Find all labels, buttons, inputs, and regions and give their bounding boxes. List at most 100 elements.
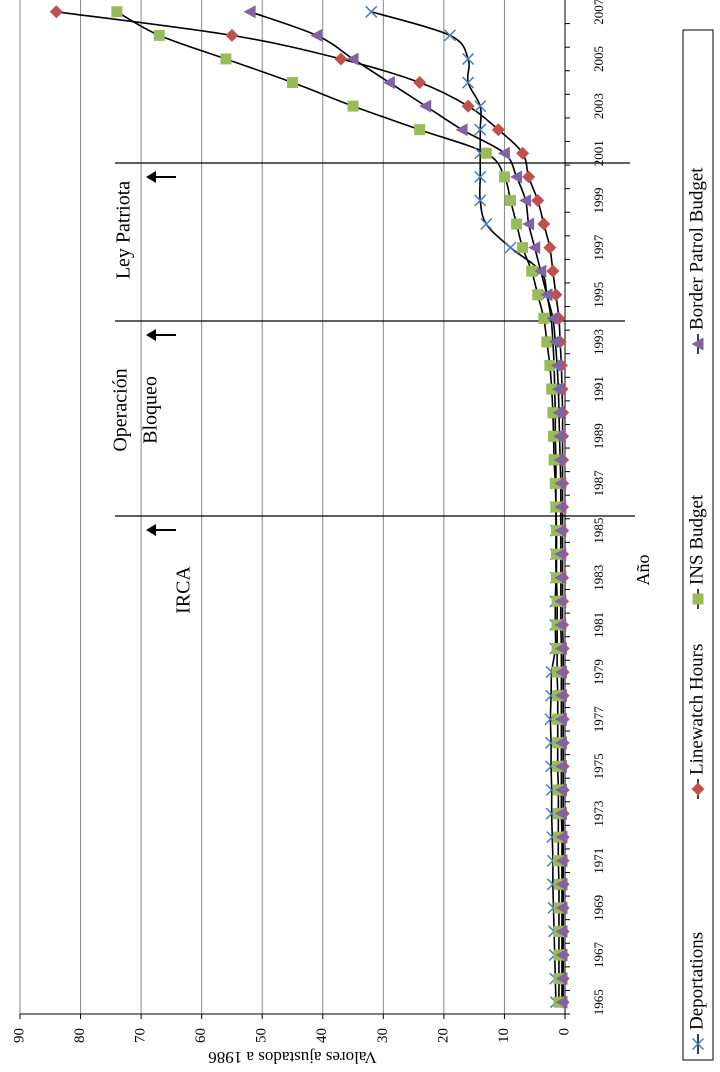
annotation: Ley Patriota xyxy=(113,181,135,279)
point xyxy=(544,360,556,372)
point xyxy=(531,193,545,207)
x-axis-title: Año xyxy=(633,555,653,586)
point xyxy=(474,170,487,183)
point xyxy=(553,453,566,467)
point xyxy=(474,100,487,113)
y-tick-label: 30 xyxy=(375,1028,391,1043)
x-tick-label: 2001 xyxy=(591,140,606,166)
point xyxy=(554,500,567,514)
point xyxy=(554,524,567,538)
point xyxy=(554,689,567,703)
x-tick-label: 1975 xyxy=(591,753,606,779)
series-line xyxy=(249,11,563,1003)
point xyxy=(443,29,456,42)
annotation: Operación xyxy=(110,368,132,451)
point xyxy=(419,99,432,113)
x-tick-label: 1979 xyxy=(591,659,606,685)
point xyxy=(365,5,378,18)
x-tick-label: 1993 xyxy=(591,329,606,355)
point xyxy=(519,193,532,207)
point xyxy=(543,241,557,255)
point xyxy=(554,547,567,561)
legend-box xyxy=(682,29,714,1061)
point xyxy=(414,124,426,136)
point xyxy=(555,995,568,1009)
legend-marker xyxy=(691,337,704,351)
point xyxy=(334,52,348,66)
x-tick-label: 1981 xyxy=(591,612,606,638)
legend-marker xyxy=(692,593,704,605)
point xyxy=(243,5,256,19)
point xyxy=(455,123,468,137)
point xyxy=(555,924,568,938)
point xyxy=(225,28,239,42)
series-line xyxy=(56,10,565,1003)
point xyxy=(549,288,563,302)
x-tick-label: 1967 xyxy=(591,942,606,969)
point xyxy=(498,171,510,183)
point xyxy=(461,99,475,113)
y-tick-label: 90 xyxy=(11,1028,27,1043)
point xyxy=(554,594,567,608)
point xyxy=(554,641,567,655)
x-tick-label: 1983 xyxy=(591,565,606,591)
point xyxy=(554,759,567,773)
y-tick-label: 10 xyxy=(496,1028,512,1043)
point xyxy=(504,241,517,254)
point xyxy=(552,311,566,325)
point xyxy=(554,807,567,821)
y-tick-label: 60 xyxy=(193,1028,209,1043)
legend-marker xyxy=(691,1037,705,1051)
x-tick-label: 2003 xyxy=(591,93,606,119)
x-tick-label: 1965 xyxy=(591,989,606,1015)
point xyxy=(346,52,359,66)
legend-label: Linewatch Hours xyxy=(686,644,707,775)
x-tick-label: 1969 xyxy=(591,895,606,921)
x-tick-label: 1995 xyxy=(591,282,606,308)
point xyxy=(517,242,529,254)
x-tick-label: 1987 xyxy=(591,470,606,497)
series-line xyxy=(116,11,560,1003)
point xyxy=(474,194,487,207)
point xyxy=(491,123,505,137)
point xyxy=(510,170,523,184)
annotation: Bloqueo xyxy=(140,376,162,444)
point xyxy=(551,382,564,396)
point xyxy=(528,241,541,255)
point xyxy=(546,383,558,395)
x-tick-label: 1973 xyxy=(591,801,606,827)
point xyxy=(497,146,510,160)
x-tick-label: 1977 xyxy=(591,706,606,733)
point xyxy=(522,170,536,184)
legend-label: Deportations xyxy=(686,932,707,1030)
point xyxy=(555,948,568,962)
legend-label: Border Patrol Budget xyxy=(686,167,707,330)
y-tick-label: 20 xyxy=(435,1028,451,1043)
x-tick-label: 1989 xyxy=(591,423,606,449)
event-arrowhead xyxy=(146,524,156,536)
chart-body: 0 10 20 30 40 50 60 70 80 90 Valores ajustados a 1… xyxy=(11,0,714,1067)
event-arrowhead xyxy=(146,171,156,183)
point xyxy=(554,665,567,679)
x-tick-label: 1999 xyxy=(591,187,606,213)
x-tick-label: 2005 xyxy=(591,46,606,72)
point xyxy=(554,476,567,490)
point xyxy=(555,854,568,868)
x-tick-label: 1971 xyxy=(591,848,606,874)
point xyxy=(546,311,559,325)
y-tick-label: 50 xyxy=(254,1028,270,1043)
point xyxy=(534,264,547,278)
point xyxy=(555,972,568,986)
point xyxy=(552,406,565,420)
point xyxy=(554,571,567,585)
y-tick-label: 80 xyxy=(72,1028,88,1043)
point xyxy=(554,618,567,632)
point xyxy=(554,783,567,797)
point xyxy=(511,218,523,230)
point xyxy=(474,123,487,136)
point xyxy=(111,6,123,18)
x-tick-label: 1985 xyxy=(591,518,606,544)
point xyxy=(538,312,550,324)
point xyxy=(526,265,538,277)
point xyxy=(382,76,395,90)
